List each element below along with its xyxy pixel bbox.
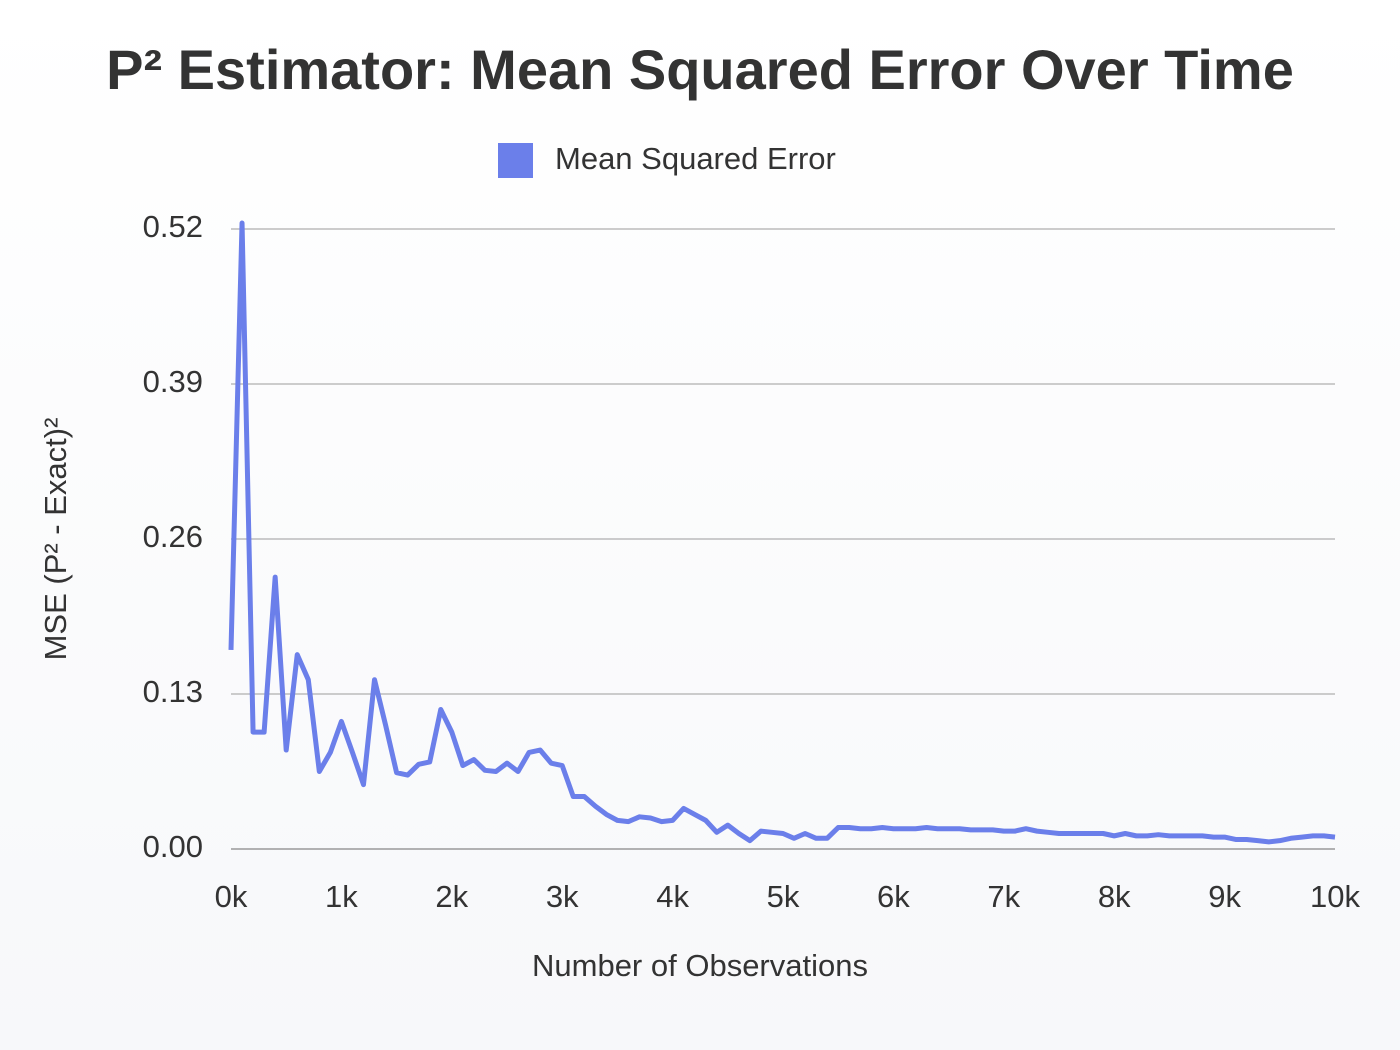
series-line [228,220,1336,845]
y-tick-label: 0.13 [143,674,203,709]
x-tick-label: 7k [987,879,1020,914]
x-tick-label: 1k [325,879,358,914]
y-tick-label: 0.26 [143,519,203,554]
x-tick-label: 8k [1098,879,1131,914]
x-tick-label: 10k [1310,879,1360,914]
x-tick-label: 0k [215,879,248,914]
x-tick-label: 5k [767,879,800,914]
y-axis-title: MSE (P² - Exact)² [38,418,73,661]
x-tick-label: 9k [1208,879,1241,914]
x-axis-title: Number of Observations [532,948,868,983]
x-tick-label: 6k [877,879,910,914]
legend-label: Mean Squared Error [555,141,836,176]
x-tick-label: 3k [546,879,579,914]
x-tick-label: 4k [656,879,689,914]
y-tick-label: 0.00 [143,829,203,864]
y-tick-label: 0.39 [143,364,203,399]
x-tick-label: 2k [435,879,468,914]
chart-title: P² Estimator: Mean Squared Error Over Ti… [106,38,1294,101]
y-tick-label: 0.52 [143,209,203,244]
legend-swatch [498,143,533,178]
